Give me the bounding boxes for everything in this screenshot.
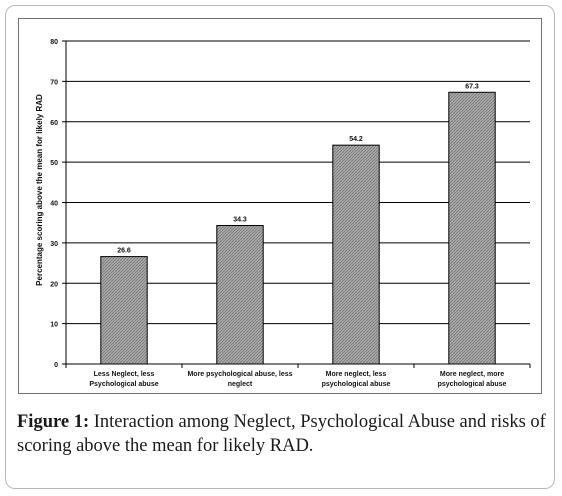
- y-tick-label: 10: [50, 322, 58, 329]
- y-axis-label: Percentage scoring above the mean for li…: [35, 94, 44, 286]
- y-tick-label: 50: [50, 160, 58, 167]
- y-tick-label: 60: [50, 120, 58, 127]
- x-category-label: psychological abuse: [438, 381, 507, 388]
- bar-value-label: 67.3: [465, 83, 479, 90]
- x-category-label: More neglect, more: [440, 371, 504, 378]
- y-tick-label: 0: [54, 362, 58, 369]
- bar: [332, 144, 380, 365]
- x-category-label: neglect: [228, 381, 253, 388]
- chart-area: [18, 18, 542, 394]
- x-category-label: Psychological abuse: [89, 381, 158, 388]
- x-category-label: Less Neglect, less: [94, 371, 155, 378]
- x-category-label: psychological abuse: [322, 381, 391, 388]
- y-tick-label: 40: [50, 201, 58, 208]
- bar: [448, 91, 496, 365]
- caption-label: Figure 1:: [17, 412, 90, 432]
- y-tick-label: 70: [50, 79, 58, 86]
- bar-value-label: 26.6: [117, 248, 131, 255]
- bar-value-label: 54.2: [349, 136, 363, 143]
- bar-value-label: 34.3: [233, 217, 247, 224]
- caption-text: Interaction among Neglect, Psychological…: [17, 412, 546, 456]
- bar: [216, 225, 264, 365]
- y-tick-label: 20: [50, 281, 58, 288]
- figure-caption: Figure 1: Interaction among Neglect, Psy…: [17, 410, 547, 458]
- bar: [100, 256, 148, 365]
- x-category-label: More psychological abuse, less: [187, 371, 292, 378]
- y-tick-label: 80: [50, 39, 58, 46]
- y-tick-label: 30: [50, 241, 58, 248]
- x-category-label: More neglect, less: [326, 371, 387, 378]
